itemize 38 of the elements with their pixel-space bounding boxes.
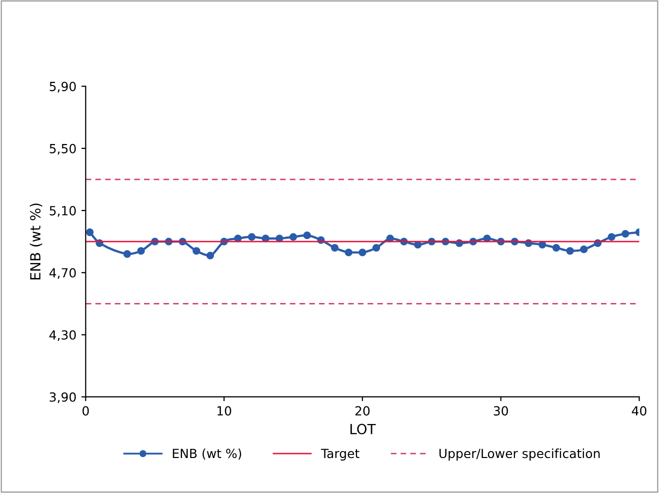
y-tick-label: 4,70 <box>49 268 76 279</box>
point <box>123 250 132 258</box>
legend-label: ENB (wt %) <box>172 448 242 460</box>
y-tick-label: 5,50 <box>50 144 76 155</box>
point <box>289 233 298 241</box>
point <box>234 234 242 242</box>
legend-label: Target <box>320 448 360 461</box>
point <box>262 234 270 242</box>
point <box>248 233 256 241</box>
point <box>86 228 94 236</box>
x-tick-label: 40 <box>632 406 646 416</box>
point <box>386 234 394 242</box>
x-tick-label: 20 <box>355 406 370 416</box>
y-tick-label: 5,10 <box>50 206 76 217</box>
point <box>566 247 574 255</box>
y-tick-label: 4,30 <box>49 330 76 341</box>
point <box>137 247 145 255</box>
point <box>192 247 200 255</box>
point <box>303 232 311 240</box>
point <box>552 244 560 252</box>
point <box>622 230 630 238</box>
x-axis-title: LOT <box>350 424 376 434</box>
point <box>344 248 352 256</box>
point <box>330 244 339 252</box>
y-tick-label: 5,90 <box>50 82 76 92</box>
y-axis-title: ENB (wt %) <box>30 204 42 280</box>
x-tick-label: 30 <box>494 406 508 416</box>
point <box>276 234 284 242</box>
x-tick-label: 0 <box>82 406 89 416</box>
point <box>580 246 588 254</box>
point <box>608 233 616 241</box>
legend-label: Upper/Lower specification <box>439 448 600 461</box>
x-tick-label: 10 <box>217 406 232 416</box>
point <box>206 252 214 260</box>
point <box>483 234 491 242</box>
point <box>372 244 380 252</box>
point <box>358 248 366 256</box>
y-tick-label: 3,90 <box>50 392 76 404</box>
